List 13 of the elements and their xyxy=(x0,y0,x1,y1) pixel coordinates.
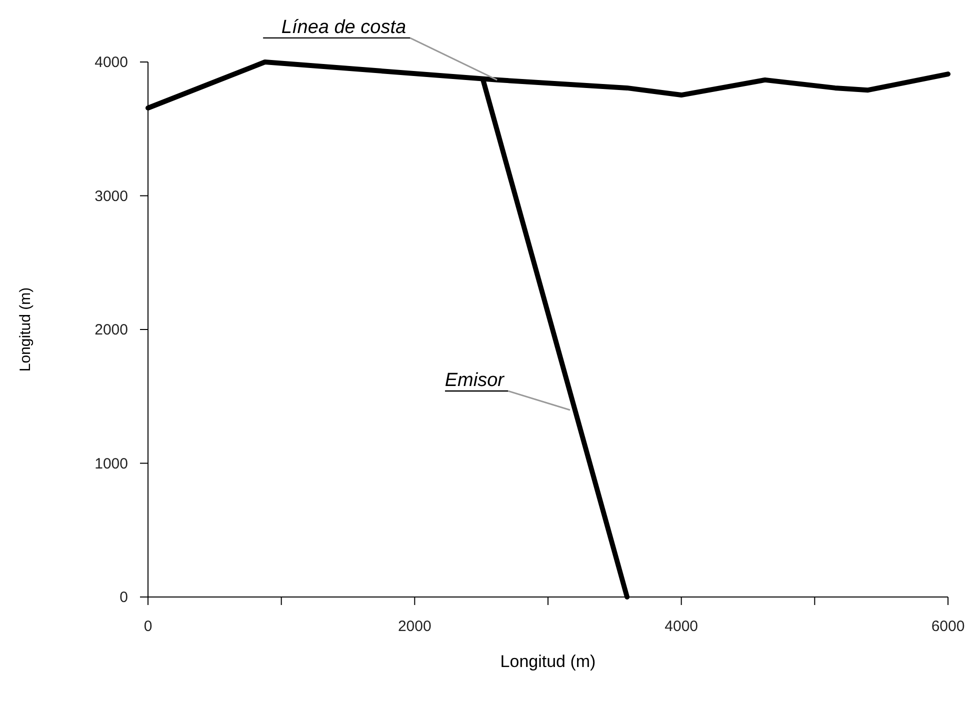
y-tick-label: 1000 xyxy=(94,455,128,472)
x-tick-label: 6000 xyxy=(931,618,965,635)
x-tick-label: 4000 xyxy=(664,618,698,635)
x-tick-label: 0 xyxy=(144,618,152,635)
x-tick-label: 2000 xyxy=(398,618,432,635)
annotation: Emisor xyxy=(444,370,505,392)
y-tick-label: 0 xyxy=(120,589,128,606)
y-axis-title: Longitud (m) xyxy=(17,287,34,372)
y-tick-label: 2000 xyxy=(94,322,128,338)
y-tick-label: 4000 xyxy=(94,54,128,71)
annotation: Línea de costa xyxy=(281,16,406,38)
y-tick-label: 3000 xyxy=(94,188,128,205)
x-axis-title: Longitud (m) xyxy=(500,652,596,671)
